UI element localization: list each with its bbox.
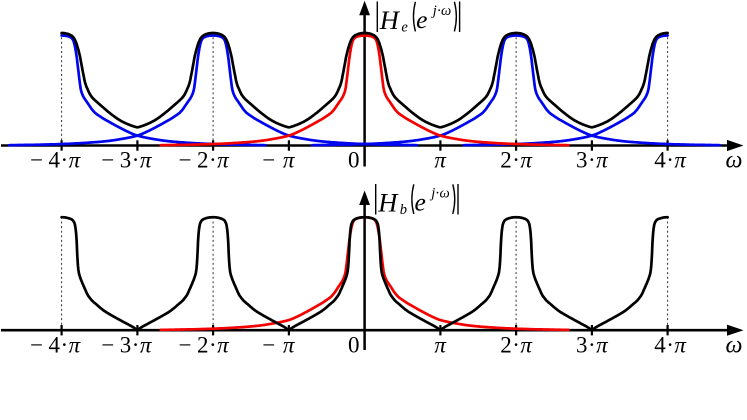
svg-text:−: − xyxy=(30,333,43,358)
svg-text:4·π: 4·π xyxy=(48,148,81,173)
svg-text:−: − xyxy=(262,148,275,173)
svg-text:3·π: 3·π xyxy=(120,148,153,173)
svg-text:−: − xyxy=(179,333,192,358)
svg-text:−: − xyxy=(30,148,43,173)
svg-text:−: − xyxy=(262,333,275,358)
svg-text:−: − xyxy=(101,148,114,173)
svg-text:3·π: 3·π xyxy=(576,148,609,173)
svg-text:b: b xyxy=(400,202,407,218)
svg-text:ω: ω xyxy=(726,333,743,359)
svg-text:2·π: 2·π xyxy=(500,333,533,358)
svg-text:π: π xyxy=(283,333,296,358)
svg-text:4·π: 4·π xyxy=(654,148,687,173)
svg-text:π: π xyxy=(434,333,447,358)
svg-text:3·π: 3·π xyxy=(576,333,609,358)
svg-text:e: e xyxy=(401,20,408,36)
svg-text:3·π: 3·π xyxy=(120,333,153,358)
svg-text:4·π: 4·π xyxy=(48,333,81,358)
svg-text:2·π: 2·π xyxy=(197,333,230,358)
svg-text:0: 0 xyxy=(348,333,360,358)
svg-text:H: H xyxy=(377,188,399,218)
svg-text:2·π: 2·π xyxy=(197,148,230,173)
svg-text:H: H xyxy=(379,5,401,35)
svg-text:4·π: 4·π xyxy=(654,333,687,358)
svg-text:2·π: 2·π xyxy=(500,148,533,173)
svg-text:e: e xyxy=(416,5,427,34)
svg-text:e: e xyxy=(415,188,426,217)
svg-text:−: − xyxy=(101,333,114,358)
svg-text:ω: ω xyxy=(726,148,743,174)
svg-text:−: − xyxy=(179,148,192,173)
svg-text:j·ω: j·ω xyxy=(431,3,452,19)
svg-text:0: 0 xyxy=(348,148,360,173)
svg-text:π: π xyxy=(434,148,447,173)
svg-text:π: π xyxy=(283,148,296,173)
svg-text:j·ω: j·ω xyxy=(429,186,450,202)
